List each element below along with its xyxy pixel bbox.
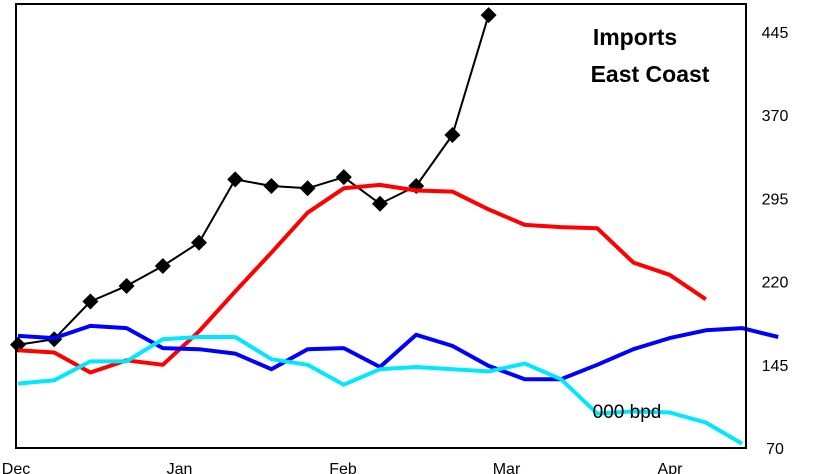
unit-label: 000 bpd — [593, 402, 662, 423]
y-tick-label: 445 — [762, 25, 789, 42]
plot-frame — [15, 3, 747, 449]
data-point — [154, 257, 171, 274]
x-tick-label: Apr — [658, 461, 684, 474]
data-point — [227, 171, 244, 188]
x-tick-label: Jan — [167, 461, 193, 474]
series-line-3 — [17, 335, 744, 446]
chart-title-line2: East Coast — [591, 61, 710, 87]
data-point — [480, 7, 497, 24]
x-tick-label: Feb — [329, 461, 357, 474]
y-tick-label: 370 — [762, 108, 789, 125]
chart-title-line1: Imports — [593, 24, 677, 50]
data-point — [335, 169, 352, 186]
y-tick-label: 295 — [762, 191, 789, 208]
series-line-2 — [17, 323, 779, 382]
series-line-1 — [17, 182, 707, 375]
y-tick-label: 220 — [762, 275, 789, 292]
x-tick-label: Dec — [2, 461, 30, 474]
data-point — [444, 126, 461, 143]
data-point — [299, 180, 316, 197]
y-tick-label: 145 — [762, 358, 789, 375]
x-tick-label: Mar — [493, 461, 521, 474]
y-tick-label: 70 — [766, 441, 784, 458]
data-point — [263, 178, 280, 195]
data-point — [82, 293, 99, 310]
data-point — [372, 195, 388, 212]
data-point — [118, 277, 135, 294]
data-point — [191, 234, 207, 251]
